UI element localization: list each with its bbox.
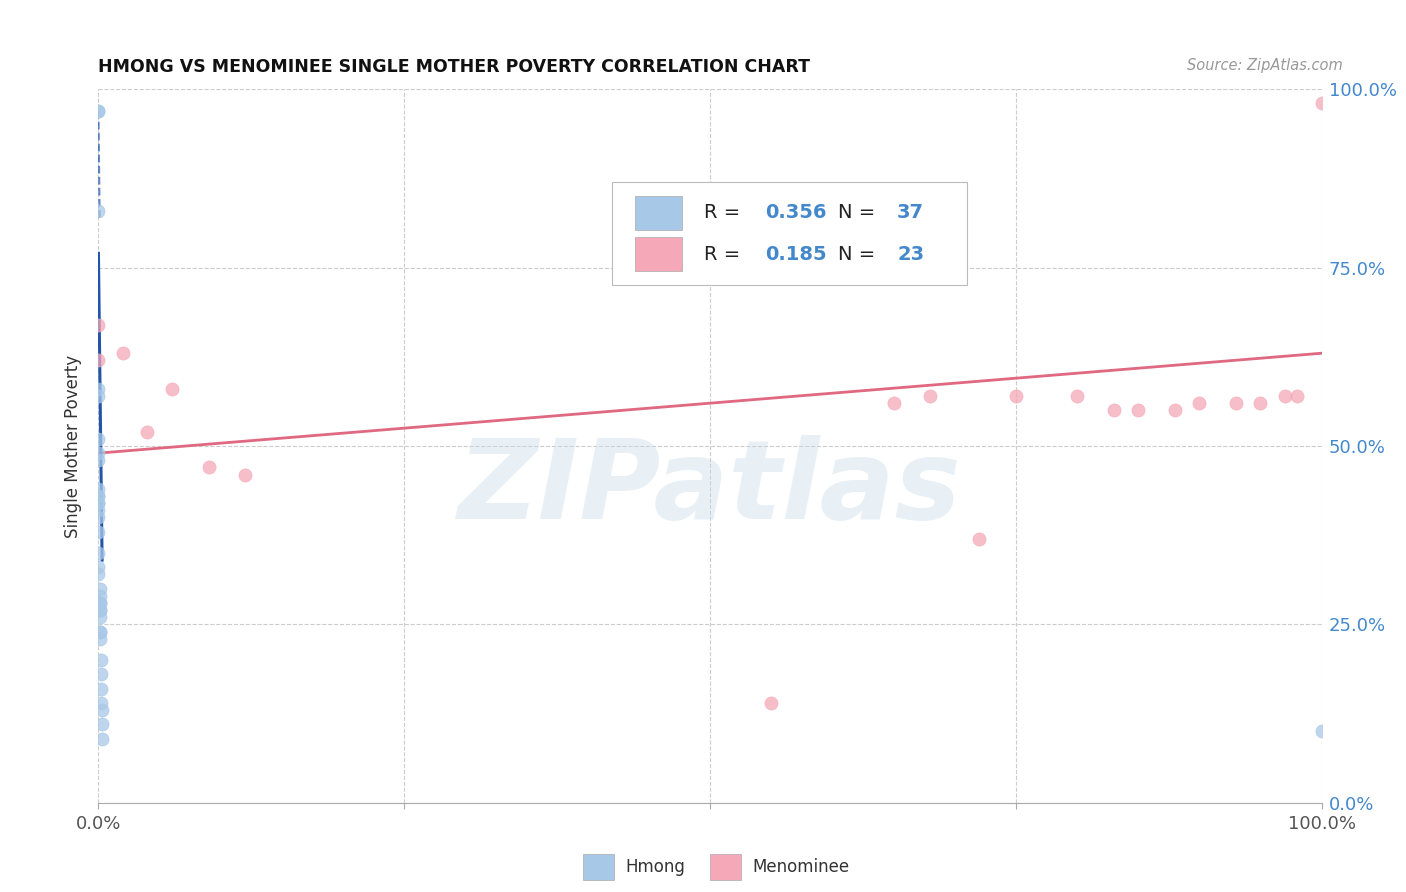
Y-axis label: Single Mother Poverty: Single Mother Poverty <box>65 354 83 538</box>
Point <box>89 624 111 639</box>
Point <box>87 318 110 332</box>
Point <box>1310 724 1333 739</box>
Point <box>1004 389 1026 403</box>
Point <box>761 696 783 710</box>
Point <box>87 489 110 503</box>
Point <box>87 389 110 403</box>
Point <box>1310 96 1333 111</box>
Text: 37: 37 <box>897 203 924 222</box>
Point <box>89 624 111 639</box>
Text: 0.185: 0.185 <box>765 244 827 263</box>
Point <box>87 353 110 368</box>
Point <box>90 667 112 681</box>
Point <box>87 496 110 510</box>
Point <box>89 610 111 624</box>
Point <box>87 560 110 574</box>
Point <box>1274 389 1296 403</box>
Point <box>89 603 111 617</box>
Point <box>87 382 110 396</box>
Point <box>87 103 110 118</box>
Point <box>967 532 990 546</box>
Text: 23: 23 <box>897 244 924 263</box>
Point <box>87 453 110 467</box>
Point <box>91 703 114 717</box>
Point <box>87 203 110 218</box>
Text: Hmong: Hmong <box>626 858 686 876</box>
Point <box>91 717 114 731</box>
Point <box>91 731 114 746</box>
FancyBboxPatch shape <box>612 182 967 285</box>
Point <box>1249 396 1271 410</box>
Point <box>197 460 219 475</box>
Point <box>89 582 111 596</box>
Point <box>90 681 112 696</box>
Point <box>233 467 256 482</box>
Point <box>920 389 942 403</box>
Point <box>87 446 110 460</box>
Point <box>89 596 111 610</box>
FancyBboxPatch shape <box>636 237 682 271</box>
FancyBboxPatch shape <box>636 195 682 230</box>
Point <box>1286 389 1309 403</box>
Point <box>90 696 112 710</box>
Point <box>87 503 110 517</box>
Point <box>87 432 110 446</box>
Point <box>87 510 110 524</box>
Point <box>1128 403 1150 417</box>
Point <box>89 632 111 646</box>
Point <box>90 653 112 667</box>
Point <box>111 346 134 360</box>
Text: N =: N = <box>838 244 882 263</box>
Point <box>89 603 111 617</box>
Text: N =: N = <box>838 203 882 222</box>
Point <box>883 396 905 410</box>
Point <box>87 524 110 539</box>
Point <box>87 103 110 118</box>
Text: 0.356: 0.356 <box>765 203 827 222</box>
Point <box>87 482 110 496</box>
Point <box>1102 403 1125 417</box>
Point <box>89 589 111 603</box>
Text: R =: R = <box>704 244 747 263</box>
Point <box>87 496 110 510</box>
Point <box>136 425 159 439</box>
Point <box>87 567 110 582</box>
Point <box>1188 396 1211 410</box>
Point <box>845 225 868 239</box>
Text: Source: ZipAtlas.com: Source: ZipAtlas.com <box>1187 58 1343 73</box>
Text: Menominee: Menominee <box>752 858 849 876</box>
Point <box>87 489 110 503</box>
Text: R =: R = <box>704 203 747 222</box>
Point <box>87 546 110 560</box>
Text: ZIPatlas: ZIPatlas <box>458 435 962 542</box>
Point <box>1225 396 1247 410</box>
Point <box>1164 403 1187 417</box>
Point <box>1066 389 1088 403</box>
Text: HMONG VS MENOMINEE SINGLE MOTHER POVERTY CORRELATION CHART: HMONG VS MENOMINEE SINGLE MOTHER POVERTY… <box>98 58 810 76</box>
Point <box>160 382 183 396</box>
Point <box>89 596 111 610</box>
